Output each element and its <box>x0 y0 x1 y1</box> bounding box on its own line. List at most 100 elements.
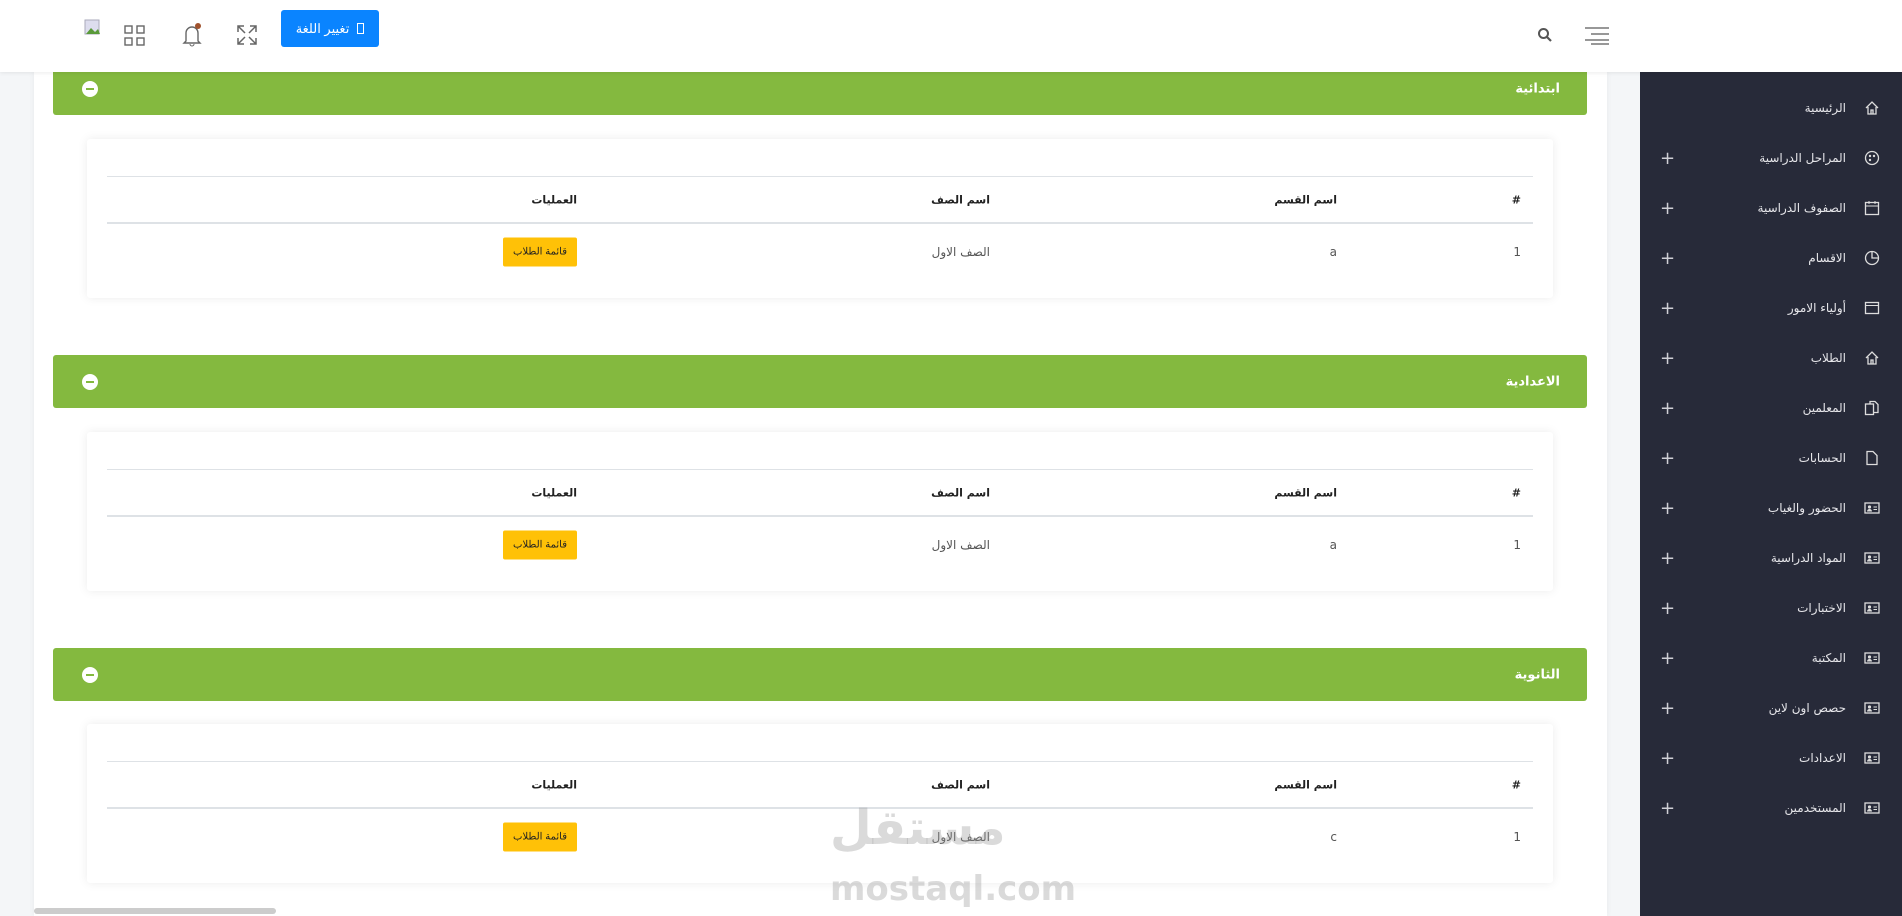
collapse-icon[interactable] <box>82 373 98 390</box>
id-card-icon <box>1864 800 1880 816</box>
col-actions: العمليات <box>531 193 577 206</box>
table-row: 1 c الصف الاول قائمة الطلاب <box>107 809 1533 865</box>
expand-plus-icon[interactable]: + <box>1660 697 1676 719</box>
sidebar-item[interactable]: المراحل الدراسية + <box>1640 138 1902 178</box>
table-header: # اسم القسم اسم الصف العمليات <box>107 469 1533 517</box>
sidebar-item[interactable]: الاعدادات + <box>1640 738 1902 778</box>
sidebar-item-label: المعلمين <box>1802 401 1846 415</box>
section-name: c <box>1330 830 1337 844</box>
expand-plus-icon[interactable]: + <box>1660 547 1676 569</box>
avatar-image[interactable] <box>84 19 102 37</box>
students-list-button[interactable]: قائمة الطلاب <box>503 237 577 267</box>
row-number: 1 <box>1513 830 1521 844</box>
sidebar-item-label: المراحل الدراسية <box>1759 151 1846 165</box>
sections-table: # اسم القسم اسم الصف العمليات 1 c الصف الاول قا… <box>107 761 1533 865</box>
table-row: 1 a الصف الاول قائمة الطلاب <box>107 517 1533 573</box>
sidebar-item-label: الحسابات <box>1798 451 1846 465</box>
section-title: ابتدائية <box>1515 81 1560 96</box>
sidebar-item[interactable]: الاختبارات + <box>1640 588 1902 628</box>
expand-plus-icon[interactable]: + <box>1660 597 1676 619</box>
sidebar-item-label: الحضور والغياب <box>1767 501 1846 515</box>
section-header[interactable]: الاعدادية <box>53 355 1587 408</box>
expand-plus-icon[interactable]: + <box>1660 747 1676 769</box>
sidebar-item-label: الصفوف الدراسية <box>1757 201 1846 215</box>
notification-dot <box>195 23 201 29</box>
change-language-button[interactable]: تغيير اللغة <box>281 10 379 47</box>
sidebar-item[interactable]: أولياء الامور + <box>1640 288 1902 328</box>
id-card-icon <box>1864 600 1880 616</box>
sidebar-item[interactable]: حصص اون لاين + <box>1640 688 1902 728</box>
collapse-icon[interactable] <box>82 80 98 97</box>
palette-icon <box>1864 150 1880 166</box>
sidebar-item[interactable]: الطلاب + <box>1640 338 1902 378</box>
expand-plus-icon[interactable]: + <box>1660 647 1676 669</box>
collapse-icon[interactable] <box>82 666 98 683</box>
section-card: # اسم القسم اسم الصف العمليات 1 a الصف الاول قا… <box>87 432 1553 591</box>
row-number: 1 <box>1513 245 1521 259</box>
id-card-icon <box>1864 650 1880 666</box>
students-list-button[interactable]: قائمة الطلاب <box>503 822 577 852</box>
sidebar-item[interactable]: الحضور والغياب + <box>1640 488 1902 528</box>
col-num: # <box>1511 486 1521 499</box>
table-header: # اسم القسم اسم الصف العمليات <box>107 176 1533 224</box>
col-class: اسم الصف <box>931 486 990 499</box>
id-card-icon <box>1864 700 1880 716</box>
class-name: الصف الاول <box>931 538 990 552</box>
sidebar-item[interactable]: الرئيسية <box>1640 88 1902 128</box>
top-header: تغيير اللغة <box>0 0 1902 72</box>
col-section: اسم القسم <box>1274 486 1337 499</box>
bell-icon[interactable] <box>181 22 203 48</box>
sidebar-item[interactable]: الحسابات + <box>1640 438 1902 478</box>
expand-plus-icon[interactable]: + <box>1660 147 1676 169</box>
id-card-icon <box>1864 550 1880 566</box>
sidebar-item-label: المستخدمين <box>1784 801 1846 815</box>
sidebar-item-label: أولياء الامور <box>1787 301 1846 315</box>
id-card-icon <box>1864 750 1880 766</box>
sidebar-item[interactable]: المواد الدراسية + <box>1640 538 1902 578</box>
pie-chart-icon <box>1864 250 1880 266</box>
expand-plus-icon[interactable]: + <box>1660 247 1676 269</box>
home-icon <box>1864 350 1880 366</box>
hamburger-icon[interactable] <box>1583 24 1609 46</box>
expand-plus-icon[interactable]: + <box>1660 497 1676 519</box>
expand-plus-icon[interactable]: + <box>1660 397 1676 419</box>
sections-table: # اسم القسم اسم الصف العمليات 1 a الصف الاول قا… <box>107 176 1533 280</box>
sidebar-item-label: الاقسام <box>1808 251 1846 265</box>
sidebar-item[interactable]: المعلمين + <box>1640 388 1902 428</box>
sidebar-item[interactable]: الصفوف الدراسية + <box>1640 188 1902 228</box>
section-title: الثانوية <box>1514 667 1560 682</box>
section-card: # اسم القسم اسم الصف العمليات 1 a الصف الاول قا… <box>87 139 1553 298</box>
section-name: a <box>1329 245 1337 259</box>
section-header[interactable]: الثانوية <box>53 648 1587 701</box>
sections-table: # اسم القسم اسم الصف العمليات 1 a الصف الاول قا… <box>107 469 1533 573</box>
section-name: a <box>1329 538 1337 552</box>
sidebar-item-label: المواد الدراسية <box>1770 551 1846 565</box>
globe-icon <box>357 23 365 34</box>
students-list-button[interactable]: قائمة الطلاب <box>503 530 577 560</box>
expand-plus-icon[interactable]: + <box>1660 347 1676 369</box>
home-icon <box>1864 100 1880 116</box>
calendar-icon <box>1864 200 1880 216</box>
sidebar-item[interactable]: المستخدمين + <box>1640 788 1902 828</box>
table-row: 1 a الصف الاول قائمة الطلاب <box>107 224 1533 280</box>
col-class: اسم الصف <box>931 193 990 206</box>
sidebar-item-label: حصص اون لاين <box>1768 701 1846 715</box>
col-num: # <box>1511 193 1521 206</box>
sidebar-item[interactable]: المكتبة + <box>1640 638 1902 678</box>
expand-plus-icon[interactable]: + <box>1660 197 1676 219</box>
browser-icon <box>1864 300 1880 316</box>
sidebar-item-label: المكتبة <box>1811 651 1846 665</box>
sidebar-item[interactable]: الاقسام + <box>1640 238 1902 278</box>
horizontal-scrollbar[interactable] <box>34 908 276 914</box>
section-card: # اسم القسم اسم الصف العمليات 1 c الصف الاول قا… <box>87 724 1553 883</box>
expand-plus-icon[interactable]: + <box>1660 447 1676 469</box>
sidebar-item-label: الطلاب <box>1810 351 1846 365</box>
expand-plus-icon[interactable]: + <box>1660 297 1676 319</box>
grid-icon[interactable] <box>124 25 146 47</box>
col-section: اسم القسم <box>1274 193 1337 206</box>
sidebar-item-label: الاختبارات <box>1797 601 1846 615</box>
search-icon[interactable] <box>1537 27 1553 43</box>
fullscreen-icon[interactable] <box>236 24 258 46</box>
table-header: # اسم القسم اسم الصف العمليات <box>107 761 1533 809</box>
expand-plus-icon[interactable]: + <box>1660 797 1676 819</box>
